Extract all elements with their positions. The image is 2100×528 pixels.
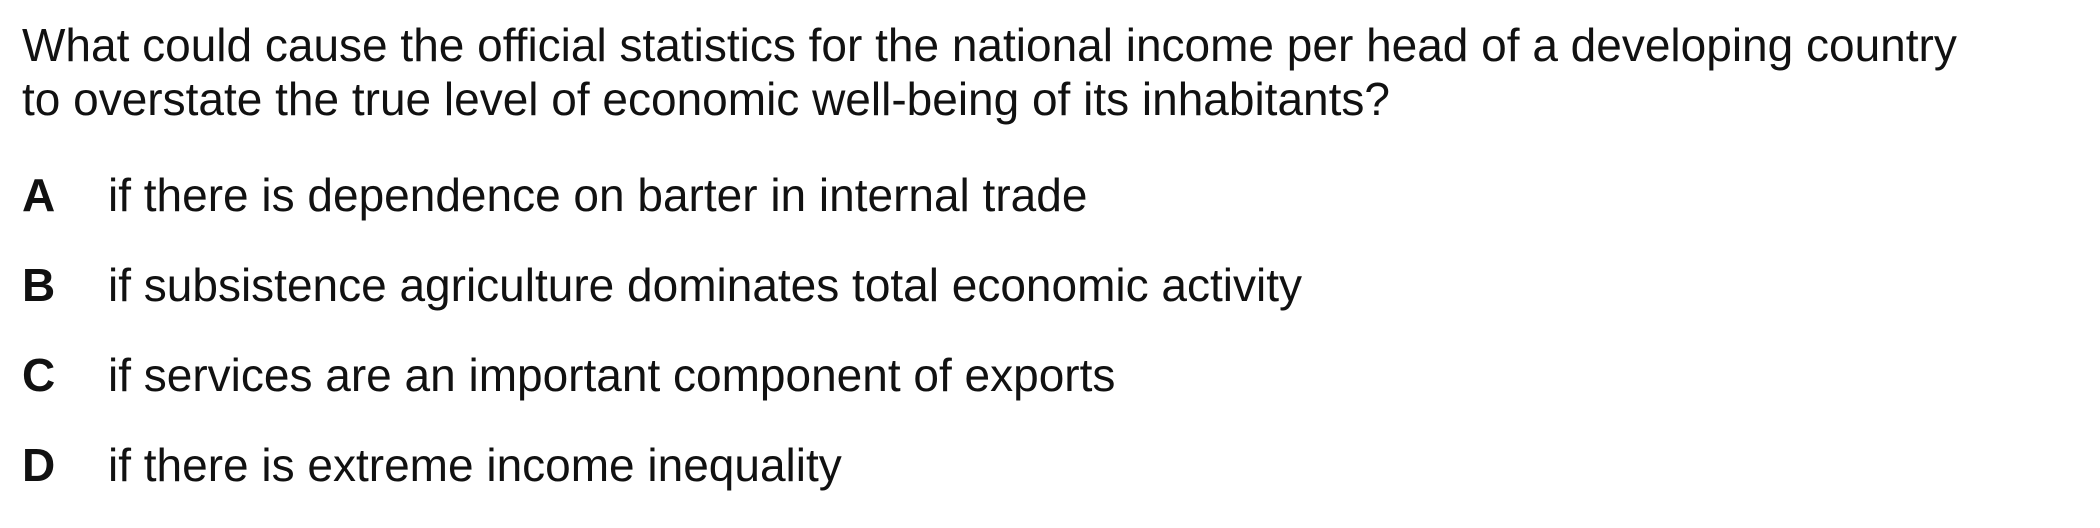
question-text: What could cause the official statistics… [22,18,2072,126]
option-text: if services are an important component o… [108,349,1116,401]
option-text: if subsistence agriculture dominates tot… [108,259,1303,311]
question-line-2: to overstate the true level of economic … [22,73,1390,125]
option-letter: A [22,169,56,221]
question-line-1: What could cause the official statistics… [22,19,1957,71]
option-letter: B [22,259,56,311]
option-b[interactable]: B if subsistence agriculture dominates t… [22,258,1302,348]
option-d[interactable]: D if there is extreme income inequality [22,438,1302,528]
option-letter: C [22,349,56,401]
option-a[interactable]: A if there is dependence on barter in in… [22,168,1302,258]
option-text: if there is dependence on barter in inte… [108,169,1088,221]
option-letter: D [22,439,56,491]
option-text: if there is extreme income inequality [108,439,842,491]
option-c[interactable]: C if services are an important component… [22,348,1302,438]
answer-options: A if there is dependence on barter in in… [22,168,1302,528]
